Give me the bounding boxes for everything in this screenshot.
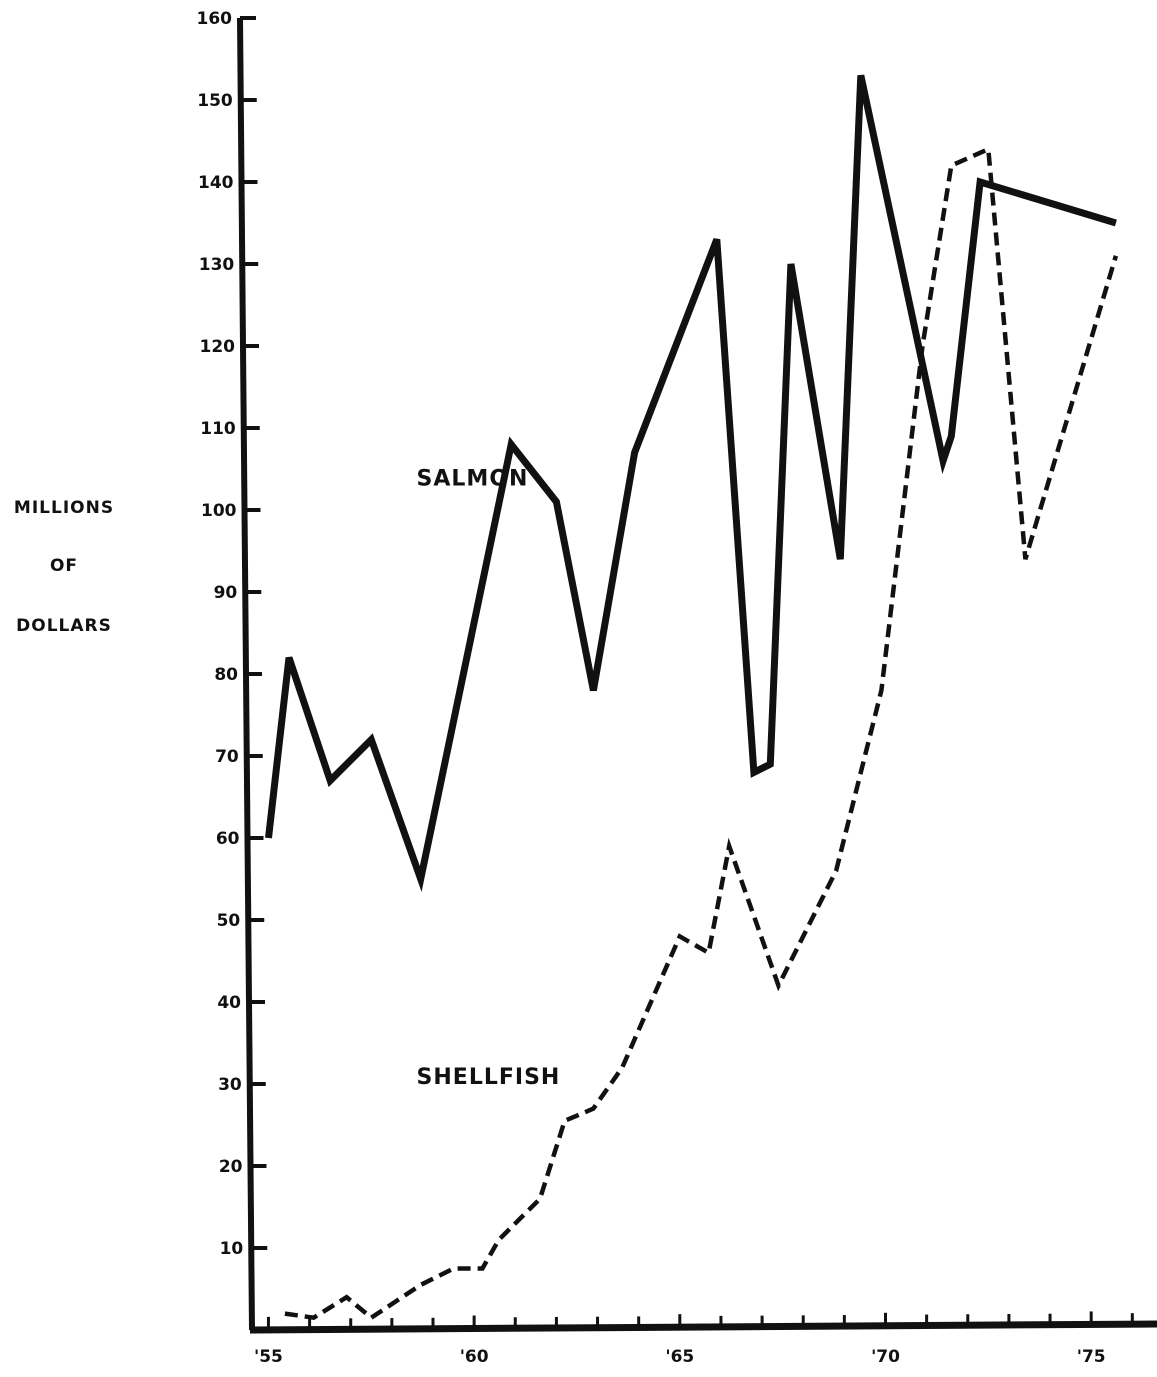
y-axis-ticks: 10 20 30 40 50 60 70 80 90 100 110 120 130 140 150 160 [197,9,268,1259]
x-axis-line [249,1320,1157,1334]
y-tick-label: 150 [197,91,233,111]
y-tick-label: 40 [217,993,241,1013]
series-line-salmon [265,74,1117,892]
y-axis-label-line-1: MILLIONS [13,498,115,518]
y-tick-label: 160 [197,9,233,29]
x-tick-label: '65 [665,1347,694,1367]
x-tick-label: '70 [871,1347,900,1367]
y-axis-label-line-2: OF [49,556,79,576]
y-tick-label: 110 [200,419,236,439]
y-axis-label-line-3: DOLLARS [16,616,112,636]
y-tick-label: 60 [216,829,240,849]
y-tick-label: 50 [217,911,241,931]
y-tick-label: 130 [199,255,235,275]
y-tick-label: 10 [220,1239,244,1259]
y-tick-label: 120 [200,337,236,357]
series-line-shellfish [284,145,1119,1321]
series-lines [265,74,1119,1321]
x-tick-label: '75 [1077,1347,1106,1367]
series-labels: SALMON SHELLFISH [417,466,561,1090]
x-axis-ticks: '55 '60 '65 '70 '75 [254,1311,1134,1367]
y-tick-label: 20 [219,1157,243,1177]
axes [237,17,1157,1334]
y-tick-label: 70 [215,747,239,767]
y-tick-label: 140 [198,173,234,193]
y-tick-label: 30 [218,1075,242,1095]
y-tick-label: 90 [214,583,238,603]
x-tick-label: '55 [254,1347,283,1367]
y-tick-label: 80 [214,665,238,685]
series-label-salmon: SALMON [417,466,529,491]
y-tick-label: 100 [201,501,237,521]
x-tick-label: '60 [460,1347,489,1367]
series-label-shellfish: SHELLFISH [417,1065,561,1090]
